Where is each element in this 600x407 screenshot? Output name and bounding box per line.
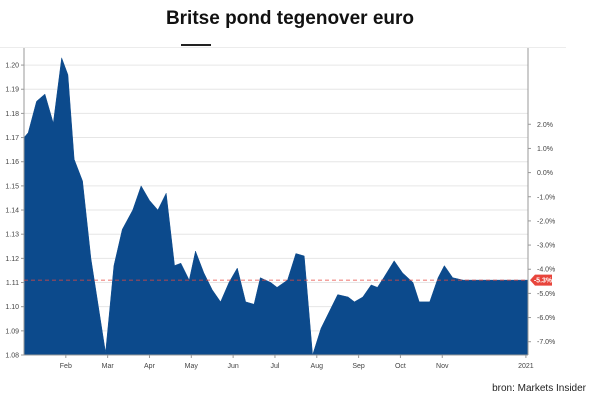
current-value-badge [530,274,552,286]
y2-tick-label: -5.0% [537,291,555,298]
y-tick-label: 1.18 [5,111,19,118]
y2-tick-label: -6.0% [537,315,555,322]
area-layer [23,57,529,356]
y2-tick-label: -7.0% [537,339,555,346]
x-tick-label: 2021 [518,363,534,370]
y-tick-label: 1.10 [5,304,19,311]
y2-tick-label: -2.0% [537,218,555,225]
x-tick-label: Jun [227,363,238,370]
x-tick-label: May [185,363,199,370]
y2-tick-label: -4.0% [537,267,555,274]
x-tick-label: Aug [311,363,324,370]
y2-tick-label: -1.0% [537,194,555,201]
x-tick-label: Feb [60,363,72,370]
x-tick-label: Nov [436,363,449,370]
y-tick-label: 1.19 [5,87,19,94]
y-tick-label: 1.08 [5,353,19,360]
price-area [23,57,529,356]
y2-tick-label: 2.0% [537,122,553,129]
y-axis-left-labels: 1.08 1.09 1.10 1.11 1.12 1.13 1.14 1.15 1.16 1.17… [5,63,24,360]
y-tick-label: 1.09 [5,328,19,335]
title-underline [181,44,211,46]
y-axis-right-labels: 2.0% 1.0% 0.0% -1.0% -2.0% -3.0% -4.0% -5.0% -6.… [528,122,555,346]
x-tick-label: Apr [144,363,156,370]
y-tick-label: 1.13 [5,232,19,239]
current-value-label: -5.3% [534,278,553,285]
chart-title: Britse pond tegenover euro [165,8,415,29]
y-tick-label: 1.14 [5,208,19,215]
y-tick-label: 1.16 [5,159,19,166]
current-value-marker: -5.3% [24,274,553,286]
y-tick-label: 1.11 [6,280,19,287]
x-tick-label: Jul [270,363,279,370]
y-tick-label: 1.17 [5,135,19,142]
y2-tick-label: -3.0% [537,243,555,250]
x-axis-labels: Feb Mar Apr May Jun Jul Aug Sep Oct Nov 2021 [60,355,534,370]
x-tick-label: Sep [352,363,365,370]
y-tick-label: 1.15 [5,183,19,190]
y2-tick-label: 0.0% [537,170,553,177]
x-tick-label: Oct [395,363,406,370]
x-tick-label: Mar [102,363,115,370]
y2-tick-label: 1.0% [537,146,553,153]
y-tick-label: 1.20 [5,63,19,70]
y-tick-label: 1.12 [5,256,19,263]
source-note: bron: Markets Insider [492,383,586,394]
header-divider [0,47,566,48]
